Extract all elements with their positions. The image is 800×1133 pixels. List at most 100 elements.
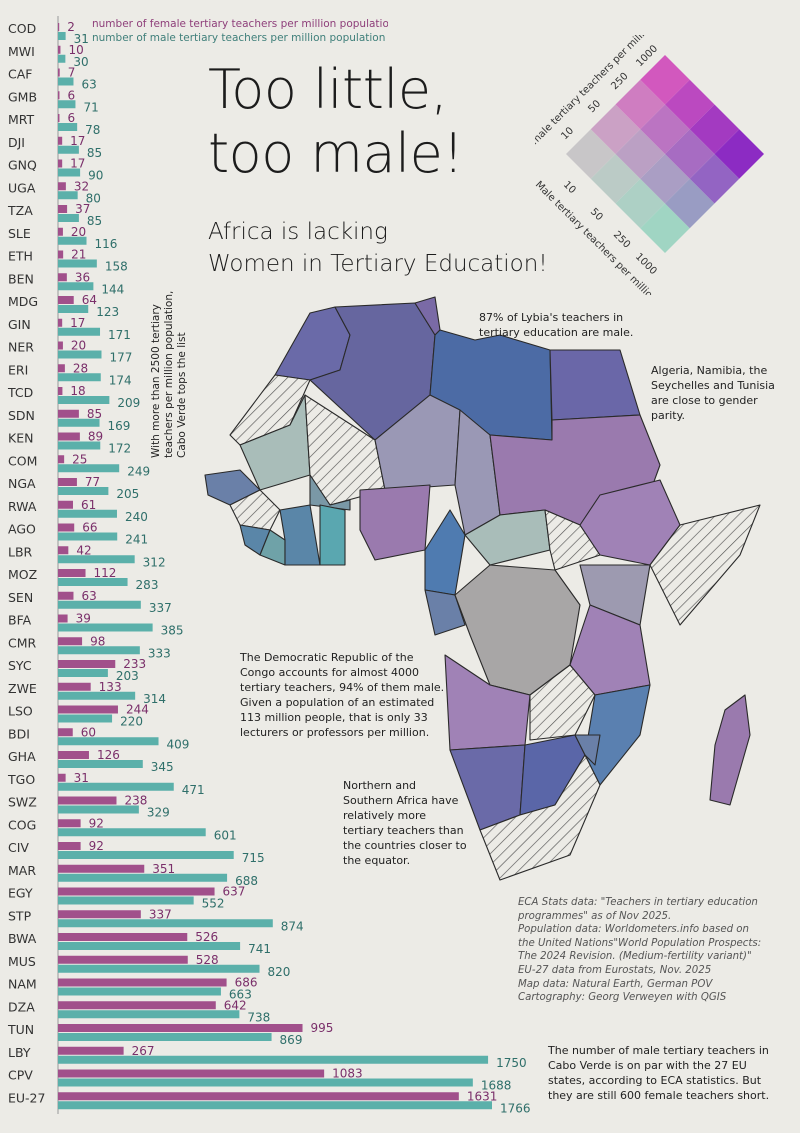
bar-male	[58, 168, 81, 177]
note-cv-line-3: states, according to ECA statistics. But	[548, 1074, 762, 1087]
value-label-male: 174	[109, 373, 132, 387]
note-cv-line-1: The number of male tertiary teachers in	[548, 1044, 769, 1057]
country-label: BWA	[8, 931, 37, 946]
bivariate-cell	[689, 104, 740, 154]
value-label-female: 1083	[332, 1067, 363, 1081]
bar-female	[58, 1092, 459, 1101]
bar-male	[58, 236, 87, 245]
value-label-female: 637	[223, 885, 246, 899]
country-label: TZA	[7, 203, 33, 218]
value-label-male: 552	[202, 897, 225, 911]
country-label: CIV	[8, 840, 29, 855]
country-label: LBR	[8, 544, 33, 559]
country-label: DZA	[8, 999, 35, 1014]
note-ns-line-2: Southern Africa have	[343, 794, 459, 807]
bar-male	[58, 145, 79, 154]
value-label-male: 241	[125, 533, 148, 547]
bar-male	[58, 1101, 492, 1110]
bar-female	[58, 387, 63, 395]
country-label: MOZ	[8, 567, 37, 582]
source-line-6: EU-27 data from Eurostats, Nov. 2025	[518, 964, 712, 976]
country-label: LBY	[8, 1045, 31, 1060]
country-label: ETH	[8, 249, 33, 264]
value-label-female: 25	[72, 452, 87, 466]
value-label-female: 37	[75, 202, 90, 216]
value-label-male: 738	[247, 1010, 270, 1024]
value-label-male: 209	[117, 396, 140, 410]
value-label-male: 409	[167, 737, 190, 751]
bar-male	[58, 1010, 240, 1019]
note-vertical-line-2: teachers per million population,	[163, 290, 175, 458]
country-label: COD	[8, 21, 36, 36]
bar-male	[58, 123, 78, 131]
note-drc-line-6: lecturers or professors per million.	[240, 726, 430, 739]
country-label: BEN	[8, 271, 34, 286]
source-line-8: Cartography: Georg Verweyen with QGIS	[518, 992, 727, 1004]
bar-female	[58, 773, 66, 782]
country-label: STP	[8, 908, 32, 923]
bar-male	[58, 873, 228, 882]
value-label-female: 337	[149, 907, 172, 921]
value-label-male: 601	[214, 828, 237, 842]
bar-male	[58, 282, 94, 291]
value-label-male: 203	[116, 669, 139, 683]
bar-female	[58, 341, 63, 350]
bar-female	[58, 751, 89, 759]
country-label: SDN	[8, 408, 35, 423]
bar-female	[58, 227, 63, 236]
female-tick-10: 10	[559, 125, 576, 142]
note-parity-line-4: parity.	[651, 409, 686, 422]
country-label: CMR	[8, 635, 37, 650]
value-label-male: 1750	[496, 1056, 527, 1070]
bar-male	[58, 828, 206, 837]
bar-female	[58, 432, 80, 441]
source-line-3: Population data: Worldometers.info based…	[518, 924, 749, 936]
bar-male	[58, 760, 143, 768]
male-legend-label: number of male tertiary teachers per mil…	[92, 32, 385, 44]
bar-female	[58, 318, 63, 327]
note-libya: 87% of Lybia's teachers in tertiary educ…	[479, 310, 633, 340]
country-label: CAF	[8, 67, 32, 82]
value-label-male: 116	[95, 237, 118, 251]
value-label-female: 528	[196, 953, 219, 967]
country-label: GHA	[8, 749, 36, 764]
value-label-male: 663	[229, 988, 252, 1002]
bar-male	[58, 487, 109, 495]
value-label-female: 32	[74, 179, 89, 193]
source-line-1: ECA Stats data: "Teachers in tertiary ed…	[518, 897, 758, 908]
source-line-7: Map data: Natural Earth, German POV	[518, 978, 713, 990]
bar-female	[58, 364, 65, 373]
value-label-female: 39	[76, 612, 91, 626]
value-label-female: 995	[311, 1021, 334, 1035]
title-line-1: Too little,	[208, 58, 448, 121]
value-label-male: 1766	[500, 1101, 531, 1115]
bar-female	[58, 523, 75, 532]
value-label-female: 2	[67, 20, 75, 34]
bar-male	[58, 532, 118, 541]
bar-female	[58, 614, 68, 623]
bar-female	[58, 660, 116, 668]
value-label-female: 42	[76, 543, 91, 557]
note-libya-line-2: tertiary education are male.	[479, 326, 634, 339]
bar-female	[58, 455, 65, 464]
country-label: BFA	[8, 613, 32, 628]
bar-male	[58, 782, 174, 791]
bar-male	[58, 32, 66, 40]
value-label-female: 28	[73, 361, 88, 375]
female-tick-50: 50	[586, 98, 603, 115]
country-label: CPV	[8, 1068, 33, 1083]
note-ns-line-5: the countries closer to	[343, 839, 467, 852]
country-label: KEN	[8, 431, 33, 446]
note-drc-line-3: tertiary teachers, 94% of them male.	[240, 681, 445, 694]
bar-female	[58, 91, 60, 100]
country-label: DJI	[8, 135, 25, 150]
value-label-female: 17	[70, 157, 85, 171]
value-label-male: 78	[85, 123, 100, 137]
value-label-male: 144	[101, 282, 124, 296]
bar-male	[58, 555, 135, 564]
bar-male	[58, 191, 78, 200]
value-label-female: 10	[68, 43, 83, 57]
bar-male	[58, 1055, 489, 1064]
bar-female	[58, 728, 73, 737]
value-label-female: 6	[67, 111, 75, 125]
